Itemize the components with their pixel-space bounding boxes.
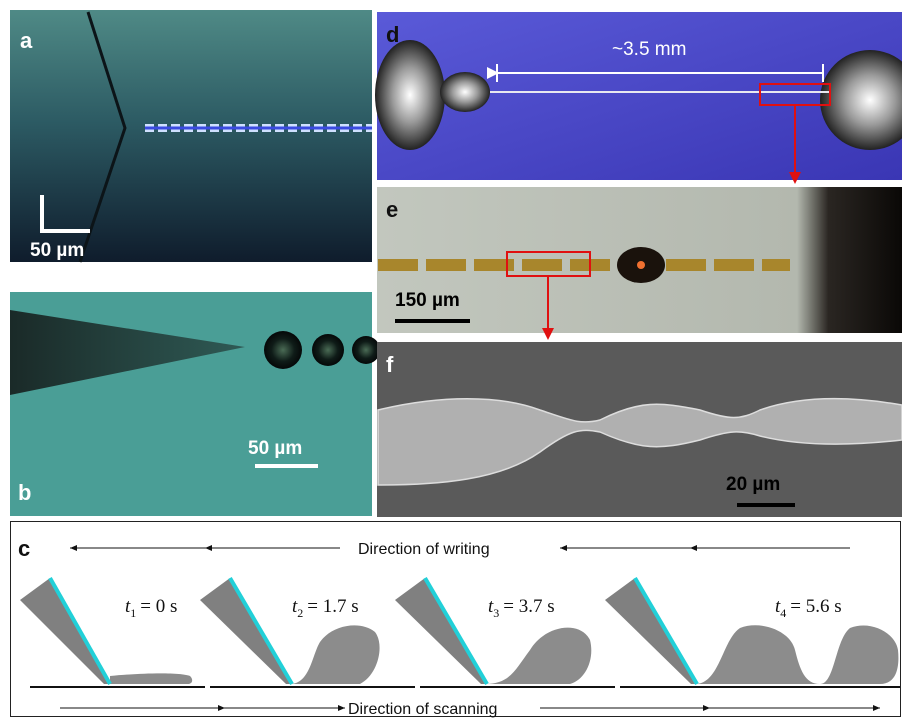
panel-label: c	[18, 536, 30, 561]
panel-label: d	[386, 22, 399, 47]
time-subscript: 1	[130, 606, 136, 620]
time-subscript: 2	[297, 606, 303, 620]
direction-label: Direction of writing	[358, 541, 490, 558]
time-value: = 1.7 s	[307, 596, 358, 617]
length-label: ~3.5 mm	[612, 39, 686, 60]
direction-label: Direction of scanning	[348, 701, 497, 718]
scale-bar-label: 50 µm	[30, 240, 84, 261]
panel-e: 150 µm e	[377, 187, 902, 338]
time-subscript: 4	[780, 606, 786, 620]
time-value: = 3.7 s	[503, 596, 554, 617]
time-value: = 5.6 s	[790, 596, 841, 617]
panel-label: f	[386, 352, 394, 377]
panel-d: ~3.5 mm d	[375, 12, 902, 182]
panel-label: b	[18, 480, 31, 505]
panel-b: 50 µm b	[10, 292, 380, 516]
time-value: = 0 s	[140, 596, 177, 617]
figure: a 50 µm 50 µm b ~3.5 mm d 150 µ	[0, 0, 902, 718]
time-subscript: 3	[493, 606, 499, 620]
panel-a: a 50 µm	[10, 10, 372, 262]
scale-bar-label: 20 µm	[726, 474, 780, 495]
panel-f: 20 µm f	[377, 342, 902, 517]
panel-label: a	[20, 28, 33, 53]
panel-label: e	[386, 197, 398, 222]
scale-bar-label: 50 µm	[248, 438, 302, 459]
scale-bar-label: 150 µm	[395, 290, 460, 311]
